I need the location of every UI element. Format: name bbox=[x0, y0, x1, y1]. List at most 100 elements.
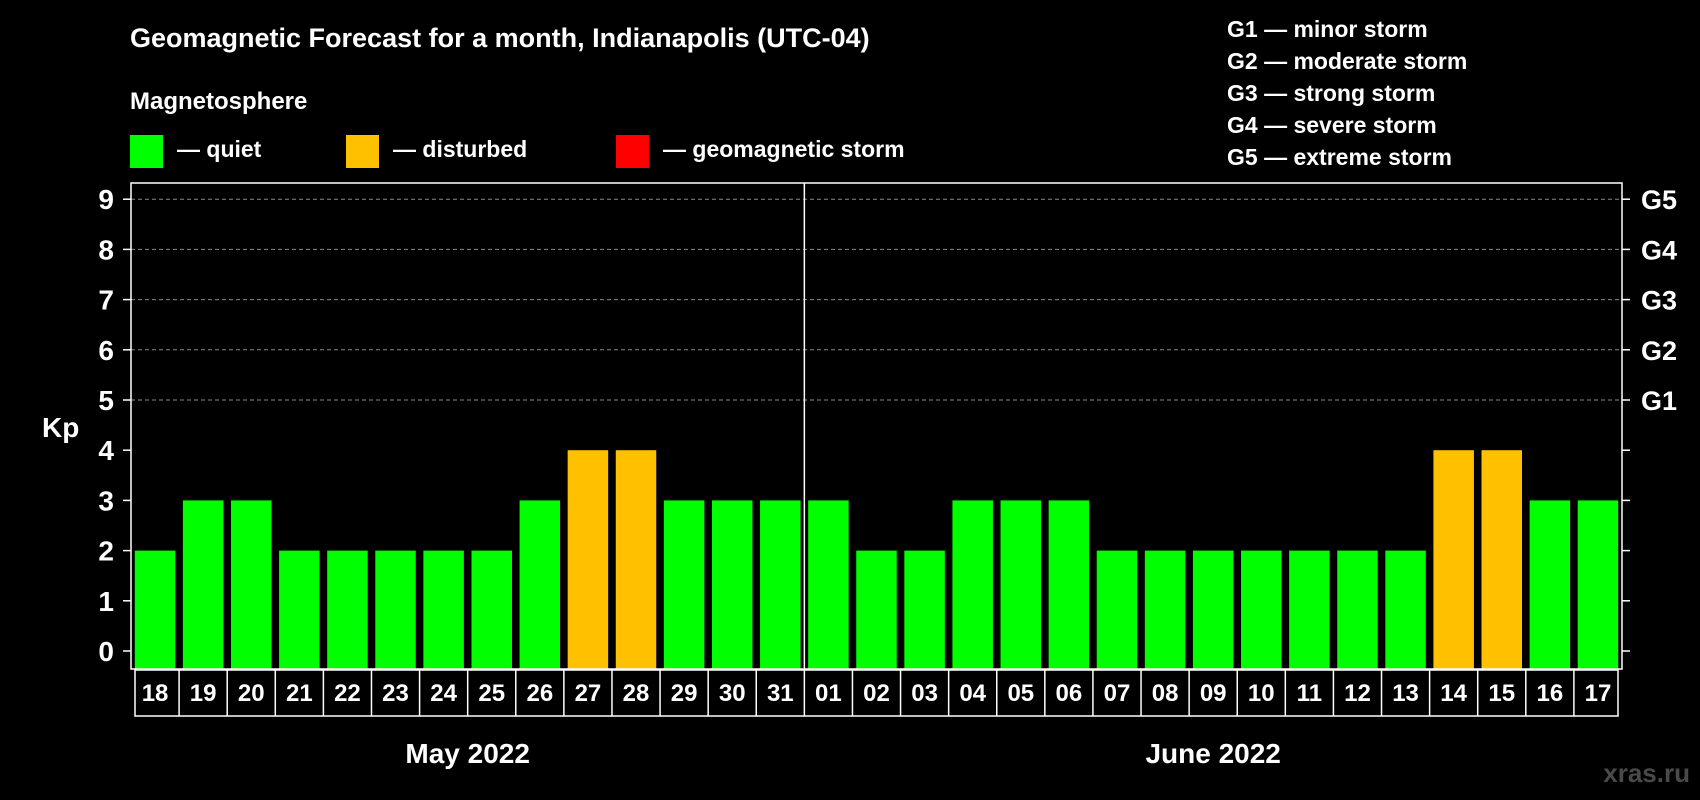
bar-22-quiet bbox=[327, 550, 368, 670]
bar-25-quiet bbox=[471, 550, 512, 670]
y-tick-label-0: 0 bbox=[98, 636, 114, 667]
x-tick-label-10: 10 bbox=[1248, 680, 1275, 707]
x-tick-label-29: 29 bbox=[671, 680, 698, 707]
x-tick-label-14: 14 bbox=[1440, 680, 1467, 707]
bar-15-disturbed bbox=[1481, 450, 1523, 670]
date-row-frame bbox=[134, 669, 1619, 717]
x-tick-label-17: 17 bbox=[1585, 680, 1612, 707]
x-tick-label-11: 11 bbox=[1297, 680, 1322, 707]
x-tick-label-20: 20 bbox=[238, 680, 265, 707]
bar-21-quiet bbox=[279, 550, 320, 670]
x-tick-label-05: 05 bbox=[1007, 680, 1034, 707]
month-labels: May 2022 June 2022 bbox=[405, 738, 1280, 769]
right-axis-labels: G1 G2 G3 G4 G5 bbox=[1641, 185, 1677, 416]
bar-06-quiet bbox=[1048, 500, 1090, 670]
bar-28-disturbed bbox=[615, 450, 657, 670]
x-tick-label-22: 22 bbox=[334, 680, 361, 707]
y-tick-label-8: 8 bbox=[98, 234, 114, 265]
legend-label-storm: — geomagnetic storm bbox=[663, 136, 905, 162]
bar-03-quiet bbox=[904, 550, 945, 670]
legend-swatch-disturbed bbox=[346, 135, 379, 168]
x-tick-label-09: 09 bbox=[1200, 680, 1227, 707]
x-tick-label-27: 27 bbox=[575, 680, 602, 707]
y-tick-label-6: 6 bbox=[98, 335, 114, 366]
legend-label-quiet: — quiet bbox=[177, 136, 262, 162]
x-tick-label-28: 28 bbox=[623, 680, 650, 707]
bar-09-quiet bbox=[1192, 550, 1234, 670]
bar-12-quiet bbox=[1337, 550, 1378, 670]
x-tick-label-04: 04 bbox=[959, 680, 986, 707]
bar-30-quiet bbox=[711, 500, 753, 670]
x-tick-label-24: 24 bbox=[430, 680, 457, 707]
chart-title: Geomagnetic Forecast for a month, Indian… bbox=[130, 23, 870, 53]
right-label-g5: G5 bbox=[1641, 185, 1677, 215]
y-tick-label-1: 1 bbox=[98, 586, 114, 617]
bar-11-quiet bbox=[1289, 550, 1330, 670]
bar-02-quiet bbox=[856, 550, 897, 670]
x-tick-label-19: 19 bbox=[190, 680, 217, 707]
x-tick-label-26: 26 bbox=[526, 680, 553, 707]
x-tick-label-21: 21 bbox=[286, 680, 313, 707]
bars bbox=[134, 450, 1619, 670]
bar-16-quiet bbox=[1529, 500, 1571, 670]
bar-08-quiet bbox=[1144, 550, 1186, 670]
bar-29-quiet bbox=[663, 500, 705, 670]
x-tick-label-03: 03 bbox=[911, 680, 938, 707]
axes bbox=[123, 182, 1630, 670]
bar-20-quiet bbox=[230, 500, 272, 670]
bar-31-quiet bbox=[760, 500, 801, 670]
storm-scale-g1: G1 — minor storm bbox=[1227, 16, 1428, 42]
bar-24-quiet bbox=[423, 550, 464, 670]
x-tick-label-06: 06 bbox=[1056, 680, 1083, 707]
x-tick-label-13: 13 bbox=[1392, 680, 1419, 707]
bar-19-quiet bbox=[182, 500, 224, 670]
x-tick-label-31: 31 bbox=[767, 680, 794, 707]
bar-13-quiet bbox=[1385, 550, 1426, 670]
grid-lines bbox=[131, 198, 1622, 401]
x-tick-label-12: 12 bbox=[1344, 680, 1371, 707]
right-label-g2: G2 bbox=[1641, 336, 1677, 366]
bar-17-quiet bbox=[1577, 500, 1619, 670]
watermark: xras.ru bbox=[1603, 758, 1690, 788]
x-tick-label-25: 25 bbox=[478, 680, 505, 707]
x-tick-label-02: 02 bbox=[863, 680, 890, 707]
x-tick-label-23: 23 bbox=[382, 680, 409, 707]
y-axis-label: Kp bbox=[42, 412, 79, 443]
bar-07-quiet bbox=[1096, 550, 1138, 670]
bar-10-quiet bbox=[1241, 550, 1282, 670]
y-tick-labels: 0 1 2 3 4 5 6 7 8 9 bbox=[98, 184, 114, 667]
y-tick-label-3: 3 bbox=[98, 485, 114, 516]
month-label-1: June 2022 bbox=[1145, 738, 1280, 769]
bar-18-quiet bbox=[134, 550, 176, 670]
storm-scale-g3: G3 — strong storm bbox=[1227, 80, 1435, 106]
bar-26-quiet bbox=[519, 500, 561, 670]
legend-label-disturbed: — disturbed bbox=[393, 136, 527, 162]
x-tick-label-01: 01 bbox=[815, 680, 842, 707]
bar-14-disturbed bbox=[1433, 450, 1474, 670]
bar-01-quiet bbox=[808, 500, 849, 670]
bar-05-quiet bbox=[1000, 500, 1042, 670]
x-tick-label-08: 08 bbox=[1152, 680, 1179, 707]
x-tick-label-16: 16 bbox=[1537, 680, 1564, 707]
x-tick-label-07: 07 bbox=[1104, 680, 1131, 707]
bar-27-disturbed bbox=[567, 450, 609, 670]
bar-23-quiet bbox=[375, 550, 416, 670]
right-label-g4: G4 bbox=[1641, 235, 1677, 265]
right-label-g3: G3 bbox=[1641, 286, 1677, 316]
storm-scale-g4: G4 — severe storm bbox=[1227, 112, 1437, 138]
y-tick-label-5: 5 bbox=[98, 385, 114, 416]
x-tick-labels: 18 19 20 21 22 23 24 25 26 27 28 29 30 31 01 02 03 04 05 06… bbox=[134, 669, 1619, 717]
legend-heading: Magnetosphere bbox=[130, 88, 307, 115]
bar-04-quiet bbox=[952, 500, 993, 670]
month-label-0: May 2022 bbox=[405, 738, 530, 769]
x-tick-label-15: 15 bbox=[1488, 680, 1515, 707]
plot-frame bbox=[130, 182, 1623, 670]
x-tick-label-30: 30 bbox=[719, 680, 746, 707]
storm-scale-g2: G2 — moderate storm bbox=[1227, 48, 1467, 74]
x-tick-label-18: 18 bbox=[142, 680, 169, 707]
legend-swatch-storm bbox=[616, 135, 649, 168]
right-label-g1: G1 bbox=[1641, 386, 1677, 416]
y-tick-label-2: 2 bbox=[98, 536, 114, 567]
y-tick-label-4: 4 bbox=[98, 435, 114, 466]
